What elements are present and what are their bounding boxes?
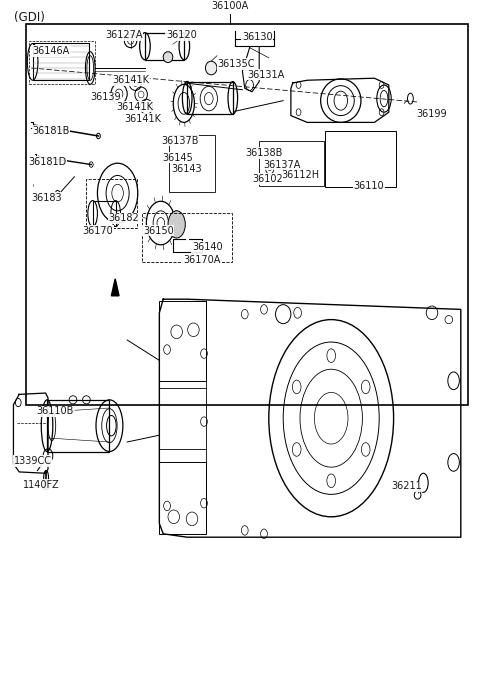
Bar bbox=[33, 43, 89, 80]
Text: 36137B: 36137B bbox=[161, 136, 199, 146]
Bar bbox=[145, 33, 184, 60]
Text: 36199: 36199 bbox=[417, 109, 447, 119]
Bar bbox=[159, 301, 206, 381]
Text: 1339CC: 1339CC bbox=[13, 456, 52, 466]
Bar bbox=[159, 462, 206, 534]
Text: 36110B: 36110B bbox=[36, 407, 74, 416]
Text: 36112H: 36112H bbox=[281, 170, 319, 180]
Text: 36130: 36130 bbox=[242, 33, 273, 42]
Text: 36141K: 36141K bbox=[124, 114, 162, 124]
Text: 36181D: 36181D bbox=[28, 157, 66, 167]
Text: 36100A: 36100A bbox=[212, 1, 249, 11]
Bar bbox=[47, 400, 109, 452]
Ellipse shape bbox=[205, 61, 217, 75]
Text: 36182: 36182 bbox=[108, 214, 139, 223]
Ellipse shape bbox=[43, 483, 49, 490]
Text: 36102: 36102 bbox=[252, 174, 283, 184]
Bar bbox=[114, 284, 117, 296]
Text: 36143: 36143 bbox=[171, 164, 202, 173]
Text: 36138B: 36138B bbox=[245, 148, 282, 158]
Ellipse shape bbox=[163, 52, 173, 63]
Text: 36181B: 36181B bbox=[32, 126, 70, 135]
Text: 36139: 36139 bbox=[90, 92, 121, 102]
Text: 36110: 36110 bbox=[353, 181, 384, 190]
Text: 36170: 36170 bbox=[83, 226, 113, 235]
Text: 36131A: 36131A bbox=[247, 70, 284, 80]
Ellipse shape bbox=[168, 211, 185, 238]
Text: 36140: 36140 bbox=[192, 242, 223, 252]
Bar bbox=[259, 141, 324, 186]
Text: 36183: 36183 bbox=[31, 193, 62, 203]
Text: 36141K: 36141K bbox=[116, 102, 153, 112]
Text: 36150: 36150 bbox=[143, 226, 174, 235]
Bar bbox=[86, 179, 137, 228]
Text: 36141K: 36141K bbox=[112, 75, 149, 85]
Bar bbox=[325, 131, 396, 187]
Bar bbox=[142, 213, 232, 262]
Bar bbox=[26, 24, 468, 405]
Text: 36137A: 36137A bbox=[263, 160, 300, 169]
Text: 36211: 36211 bbox=[392, 481, 422, 491]
Text: 36170A: 36170A bbox=[183, 255, 220, 265]
Polygon shape bbox=[111, 279, 119, 296]
Bar bbox=[29, 41, 95, 84]
Text: 36127A: 36127A bbox=[105, 31, 143, 40]
Text: 36145: 36145 bbox=[162, 153, 193, 163]
Text: 36146A: 36146A bbox=[33, 46, 70, 56]
Text: 1140FZ: 1140FZ bbox=[23, 480, 60, 490]
Text: 36120: 36120 bbox=[166, 31, 197, 40]
Text: 36135C: 36135C bbox=[217, 59, 255, 69]
Bar bbox=[169, 135, 215, 192]
Bar bbox=[93, 201, 116, 226]
Text: (GDI): (GDI) bbox=[14, 10, 45, 24]
Bar bbox=[187, 82, 233, 114]
